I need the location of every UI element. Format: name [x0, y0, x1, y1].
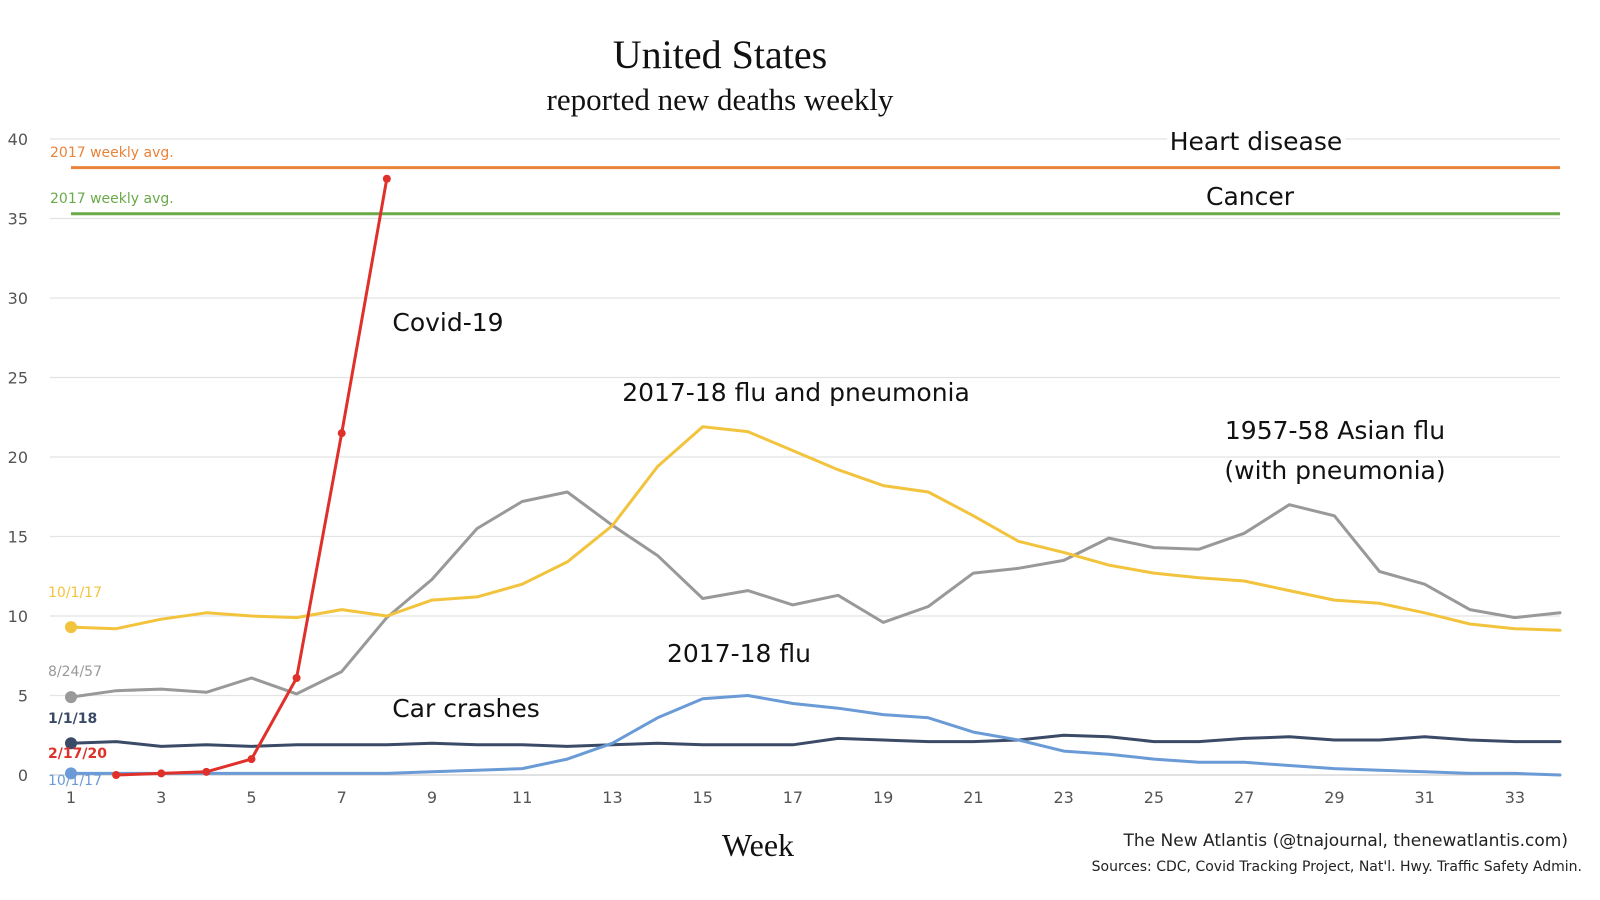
series-start-point — [65, 621, 77, 634]
x-tick-label: 15 — [693, 788, 713, 807]
series-start-point — [65, 737, 77, 750]
x-tick-label: 23 — [1053, 788, 1073, 807]
y-tick-label: 5 — [18, 687, 28, 706]
chart-subtitle: reported new deaths weekly — [547, 82, 894, 117]
x-tick-label: 9 — [427, 788, 437, 807]
x-tick-label: 25 — [1144, 788, 1164, 807]
series-line-2 — [69, 733, 1562, 748]
y-tick-label: 25 — [8, 369, 28, 388]
series-start-point — [65, 767, 77, 780]
x-axis-ticks: 1 3 5 7 9 11 13 15 17 19 21 23 25 27 29 31 33 — [66, 788, 1525, 807]
series-start-label: 1/1/18 — [48, 711, 97, 727]
y-tick-label: 20 — [8, 448, 28, 467]
x-tick-label: 31 — [1414, 788, 1434, 807]
x-tick-label: 17 — [783, 788, 803, 807]
x-tick-label: 3 — [156, 788, 166, 807]
reference-note: 2017 weekly avg. — [50, 191, 174, 207]
reference-lines — [71, 166, 1560, 216]
series-start-label: 10/1/17 — [48, 773, 102, 789]
credit-text: The New Atlantis (@tnajournal, thenewatl… — [1123, 831, 1569, 851]
x-tick-label: 1 — [66, 788, 76, 807]
series-start-point — [65, 691, 77, 704]
data-point — [157, 769, 166, 778]
x-tick-label: 27 — [1234, 788, 1254, 807]
sources-text: Sources: CDC, Covid Tracking Project, Na… — [1092, 859, 1582, 875]
series-start-label: 8/24/57 — [48, 664, 102, 680]
series-label: Car crashes — [392, 694, 540, 723]
y-tick-label: 30 — [8, 289, 28, 308]
series-line-4 — [114, 177, 389, 777]
series-label: Covid-19 — [392, 308, 503, 337]
series-label: 2017-18 flu — [667, 639, 811, 668]
series-line-3 — [69, 694, 1562, 777]
chart-title: United States — [613, 32, 827, 77]
series-line-1 — [69, 425, 1562, 632]
series-label: 2017-18 flu and pneumonia — [622, 378, 970, 407]
y-tick-label: 15 — [8, 528, 28, 547]
y-axis-ticks: 0 5 10 15 20 25 30 35 40 — [8, 130, 28, 785]
x-axis-label: Week — [722, 827, 794, 863]
reference-label: Cancer — [1206, 182, 1295, 211]
x-tick-label: 21 — [963, 788, 983, 807]
series-lines — [65, 174, 1562, 780]
data-point — [337, 429, 346, 438]
y-tick-label: 40 — [8, 130, 28, 149]
reference-label: Heart disease — [1170, 127, 1342, 156]
data-point — [112, 771, 121, 779]
series-start-label: 2/17/20 — [48, 746, 107, 762]
series-labels: Heart disease 2017 weekly avg. Cancer 2017 … — [48, 122, 1446, 789]
x-tick-label: 11 — [512, 788, 532, 807]
series-start-label: 10/1/17 — [48, 585, 102, 601]
data-point — [202, 767, 211, 776]
series-line-0 — [69, 490, 1562, 699]
series-label: 1957-58 Asian flu — [1225, 416, 1445, 445]
y-tick-label: 10 — [8, 607, 28, 626]
series-label: (with pneumonia) — [1224, 456, 1445, 485]
x-tick-label: 7 — [337, 788, 347, 807]
data-point — [382, 174, 391, 183]
x-tick-label: 33 — [1505, 788, 1525, 807]
reference-note: 2017 weekly avg. — [50, 145, 174, 161]
data-point — [247, 755, 256, 764]
y-tick-label: 35 — [8, 210, 28, 229]
y-tick-label: 0 — [18, 766, 28, 785]
x-tick-label: 5 — [246, 788, 256, 807]
x-tick-label: 13 — [602, 788, 622, 807]
x-tick-label: 19 — [873, 788, 893, 807]
data-point — [292, 674, 301, 683]
x-tick-label: 29 — [1324, 788, 1344, 807]
